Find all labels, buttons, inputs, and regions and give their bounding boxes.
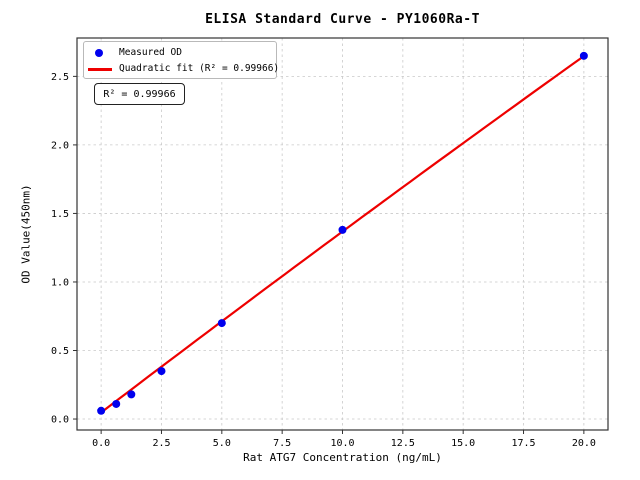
x-tick-label: 15.0 (451, 438, 475, 449)
data-point (127, 390, 136, 399)
y-axis-label: OD Value(450nm) (19, 184, 33, 284)
legend-label: Measured OD (119, 47, 182, 58)
y-tick-label: 0.0 (51, 415, 69, 426)
x-tick-label: 17.5 (511, 438, 535, 449)
x-tick-label: 2.5 (152, 438, 170, 449)
y-tick-label: 2.0 (51, 140, 69, 151)
data-point (157, 367, 166, 376)
legend-label: Quadratic fit (R² = 0.99966) (119, 63, 280, 74)
legend: Measured OD Quadratic fit (R² = 0.99966) (83, 41, 280, 79)
y-tick-label: 2.5 (51, 72, 69, 83)
x-tick-label: 0.0 (92, 438, 110, 449)
r-squared-annotation: R² = 0.99966 (94, 83, 185, 105)
legend-swatch-area (84, 61, 119, 77)
data-point (338, 225, 347, 234)
fit-line-icon (88, 68, 112, 71)
x-tick-label: 7.5 (273, 438, 291, 449)
data-point (112, 399, 121, 408)
chart-title: ELISA Standard Curve - PY1060Ra-T (205, 12, 480, 27)
x-tick-label: 20.0 (572, 438, 596, 449)
y-tick-label: 0.5 (51, 346, 69, 357)
legend-swatch-area (84, 45, 119, 61)
y-tick-label: 1.0 (51, 277, 69, 288)
scatter-marker-icon (95, 49, 103, 57)
legend-item-measured-od: Measured OD (84, 45, 276, 61)
x-axis-label: Rat ATG7 Concentration (ng/mL) (243, 451, 442, 464)
x-tick-label: 5.0 (213, 438, 231, 449)
data-point (217, 319, 226, 328)
data-point (97, 406, 106, 415)
legend-item-quadratic-fit: Quadratic fit (R² = 0.99966) (84, 61, 280, 77)
data-point (579, 51, 588, 60)
x-tick-label: 12.5 (391, 438, 415, 449)
y-tick-label: 1.5 (51, 209, 69, 220)
x-tick-label: 10.0 (330, 438, 354, 449)
